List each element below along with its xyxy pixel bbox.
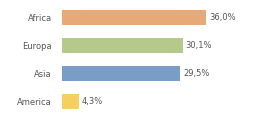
Bar <box>62 10 206 25</box>
Bar <box>62 38 183 53</box>
Text: 4,3%: 4,3% <box>82 97 103 106</box>
Text: 36,0%: 36,0% <box>209 13 236 22</box>
Bar <box>62 94 79 109</box>
Bar <box>62 66 180 81</box>
Text: 29,5%: 29,5% <box>183 69 210 78</box>
Text: 30,1%: 30,1% <box>186 41 212 50</box>
